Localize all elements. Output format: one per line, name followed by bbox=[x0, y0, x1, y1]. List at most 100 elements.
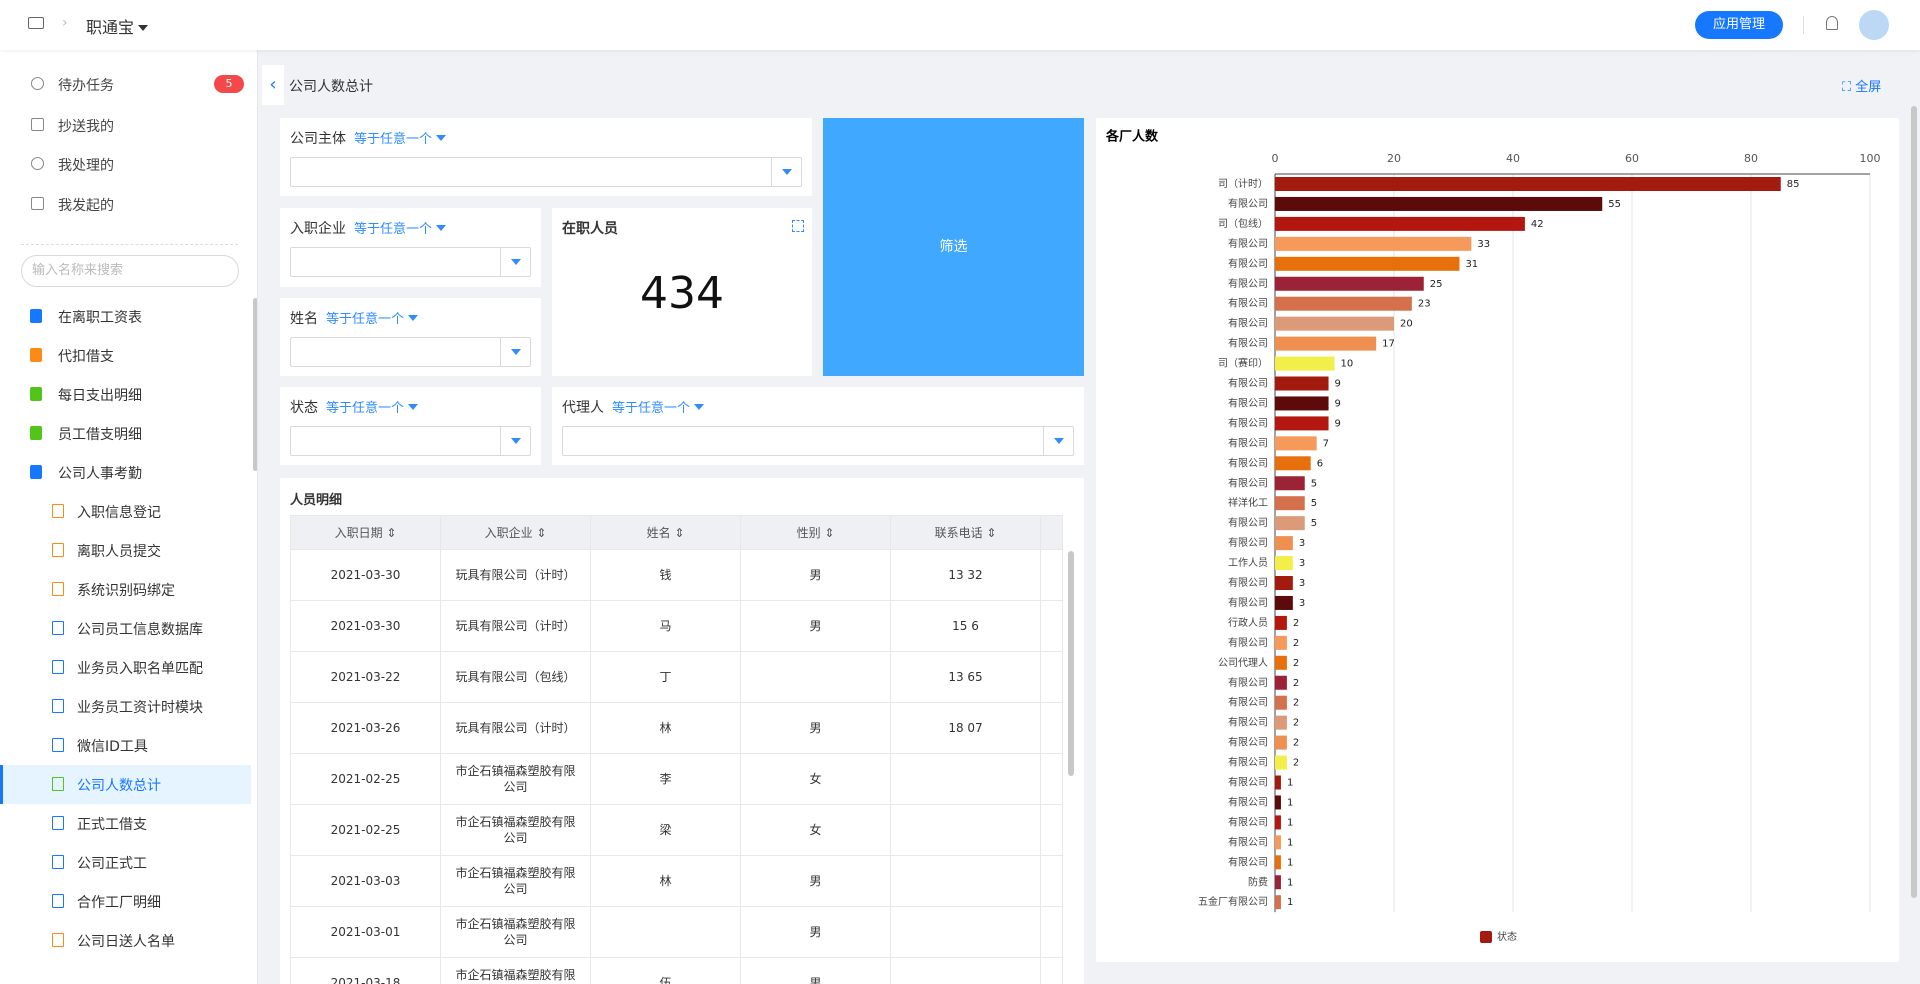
y-tick-label: 有限公司 bbox=[1228, 257, 1268, 270]
menu-item[interactable]: 入职信息登记 bbox=[77, 505, 161, 521]
bar bbox=[1275, 356, 1335, 371]
menu-icon bbox=[30, 387, 42, 401]
filter-label-text: 公司主体 bbox=[290, 131, 346, 147]
chart-card: 各厂人数 0 20 40 60 80 100 司（计时） 85 有限公司 55 司（包线） 42 有限公… bbox=[1096, 118, 1899, 962]
chart-title: 各厂人数 bbox=[1105, 129, 1159, 145]
menu-item[interactable]: 公司人事考勤 bbox=[58, 466, 142, 482]
filter-select[interactable] bbox=[290, 426, 531, 456]
app-name-text: 职通宝 bbox=[86, 18, 135, 37]
menu-item[interactable]: 业务员入职名单匹配 bbox=[77, 661, 203, 677]
page-title: 公司人数总计 bbox=[289, 79, 373, 95]
bell-icon[interactable] bbox=[1826, 16, 1838, 30]
column-header[interactable]: 联系电话 ⇕ bbox=[890, 515, 1041, 550]
filter-operator[interactable]: 等于任意一个 bbox=[326, 401, 405, 416]
value-label: 5 bbox=[1311, 478, 1317, 489]
column-header[interactable]: 入职日期 ⇕ bbox=[290, 515, 441, 550]
filter-operator[interactable]: 等于任意一个 bbox=[354, 132, 433, 147]
table-cell: 市企石镇福森塑胶有限公司 bbox=[440, 855, 591, 907]
menu-item[interactable]: 离职人员提交 bbox=[77, 544, 161, 560]
collapse-button[interactable]: ‹ bbox=[262, 65, 284, 105]
y-tick-label: 有限公司 bbox=[1228, 835, 1268, 848]
y-tick-label: 五金厂有限公司 bbox=[1198, 895, 1268, 908]
menu-item[interactable]: 公司员工信息数据库 bbox=[77, 622, 203, 638]
menu-item[interactable]: 公司人数总计 bbox=[77, 778, 161, 794]
column-header[interactable]: 入职企业 ⇕ bbox=[440, 515, 591, 550]
task-item[interactable]: 我发起的 bbox=[58, 198, 114, 214]
menu-item[interactable]: 正式工借支 bbox=[77, 817, 147, 833]
menu-item[interactable]: 在离职工资表 bbox=[58, 310, 142, 326]
value-label: 20 bbox=[1400, 319, 1413, 330]
menu-item[interactable]: 员工借支明细 bbox=[58, 427, 142, 443]
cell-spacer bbox=[1040, 549, 1063, 601]
filter-operator[interactable]: 等于任意一个 bbox=[612, 401, 691, 416]
cell-spacer bbox=[1040, 651, 1063, 703]
y-tick-label: 有限公司 bbox=[1228, 756, 1268, 769]
filter-select[interactable] bbox=[562, 426, 1074, 456]
table-cell: 13 32 bbox=[890, 549, 1041, 601]
value-label: 9 bbox=[1335, 379, 1341, 390]
menu-item[interactable]: 代扣借支 bbox=[58, 349, 114, 365]
filter-label: 姓名 等于任意一个 bbox=[290, 308, 419, 328]
expand-icon[interactable] bbox=[792, 220, 804, 232]
app-name[interactable]: 职通宝 bbox=[86, 14, 149, 38]
filter-card: 状态 等于任意一个 bbox=[280, 387, 541, 465]
table-cell: 玩具有限公司（计时） bbox=[440, 702, 591, 754]
value-label: 1 bbox=[1287, 897, 1293, 908]
filter-select[interactable] bbox=[290, 157, 802, 187]
menu-icon bbox=[52, 894, 64, 908]
value-label: 1 bbox=[1287, 797, 1293, 808]
table: 入职日期 ⇕ 入职企业 ⇕ 姓名 ⇕ 性别 ⇕ 联系电话 ⇕ 2021-03-30 玩具有限… bbox=[290, 515, 1063, 984]
search-box[interactable]: 输入名称来搜索 bbox=[21, 255, 239, 287]
cell-spacer bbox=[1040, 855, 1063, 907]
filter-operator[interactable]: 等于任意一个 bbox=[326, 312, 405, 327]
filter-select[interactable] bbox=[290, 247, 531, 277]
bar bbox=[1275, 336, 1377, 351]
y-tick-label: 祥洋化工 bbox=[1228, 496, 1268, 509]
table-cell: 梁 bbox=[590, 804, 741, 856]
task-item[interactable]: 我处理的 bbox=[58, 158, 114, 174]
y-tick-label: 有限公司 bbox=[1228, 776, 1268, 789]
avatar[interactable] bbox=[1859, 10, 1889, 40]
column-header[interactable]: 性别 ⇕ bbox=[740, 515, 891, 550]
value-label: 7 bbox=[1323, 438, 1329, 449]
table-cell: 2021-03-30 bbox=[290, 549, 441, 601]
table-cell bbox=[890, 906, 1041, 958]
header-spacer bbox=[1040, 515, 1063, 550]
menu-item[interactable]: 系统识别码绑定 bbox=[77, 583, 175, 599]
table-cell: 林 bbox=[590, 855, 741, 907]
table-cell: 男 bbox=[740, 855, 891, 907]
x-tick-label: 0 bbox=[1272, 152, 1279, 165]
task-item[interactable]: 待办任务 bbox=[58, 78, 114, 94]
value-label: 2 bbox=[1293, 638, 1299, 649]
menu-item[interactable]: 合作工厂明细 bbox=[77, 895, 161, 911]
table-cell: 李 bbox=[590, 753, 741, 805]
column-header[interactable]: 姓名 ⇕ bbox=[590, 515, 741, 550]
page-scrollbar bbox=[1911, 106, 1917, 898]
menu-item[interactable]: 微信ID工具 bbox=[77, 739, 148, 755]
fullscreen-button[interactable]: ⛶ 全屏 bbox=[1842, 80, 1882, 95]
table-cell: 2021-03-26 bbox=[290, 702, 441, 754]
menu-item[interactable]: 公司正式工 bbox=[77, 856, 147, 872]
divider bbox=[1803, 16, 1804, 34]
y-tick-label: 公司代理人 bbox=[1218, 657, 1268, 669]
app-manage-button[interactable]: 应用管理 bbox=[1695, 11, 1783, 39]
menu-icon bbox=[52, 543, 64, 557]
bar bbox=[1275, 236, 1472, 251]
fullscreen-text: 全屏 bbox=[1855, 80, 1882, 95]
bar bbox=[1275, 715, 1287, 730]
x-tick-label: 100 bbox=[1860, 152, 1881, 165]
filter-select[interactable] bbox=[290, 337, 531, 367]
home-icon[interactable] bbox=[28, 17, 44, 29]
filter-operator[interactable]: 等于任意一个 bbox=[354, 222, 433, 237]
table-cell: 市企石镇福森塑胶有限公司 bbox=[440, 753, 591, 805]
menu-item[interactable]: 每日支出明细 bbox=[58, 388, 142, 404]
menu-item[interactable]: 业务员工资计时模块 bbox=[77, 700, 203, 716]
filter-button[interactable]: 筛选 bbox=[823, 118, 1084, 376]
bar bbox=[1275, 177, 1781, 191]
value-label: 2 bbox=[1293, 738, 1299, 749]
bar bbox=[1275, 296, 1412, 311]
task-item[interactable]: 抄送我的 bbox=[58, 119, 114, 135]
menu-item[interactable]: 公司日送人名单 bbox=[77, 934, 175, 950]
task-icon bbox=[31, 157, 44, 170]
